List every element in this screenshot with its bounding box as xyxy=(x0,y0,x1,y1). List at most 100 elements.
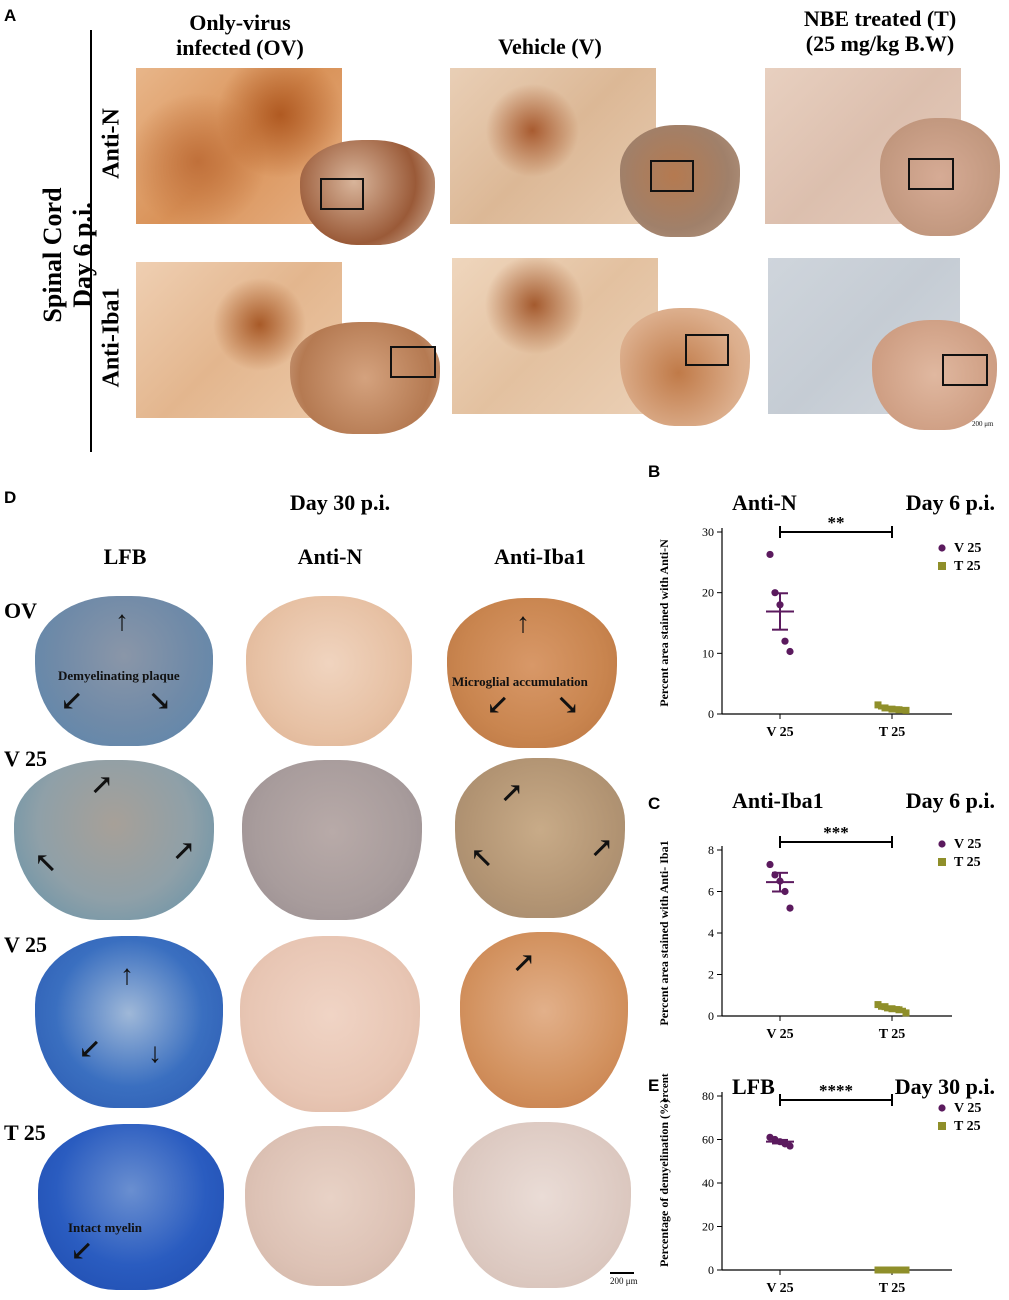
panel-d-row-v25-1: V 25 xyxy=(4,746,47,771)
y-tick-label: 8 xyxy=(708,843,714,857)
panel-b-label: B xyxy=(648,462,661,481)
annotation-demyelinating: Demyelinating plaque xyxy=(58,668,180,683)
inset-box-vehicle-anti-n xyxy=(650,160,694,192)
y-tick-label: 80 xyxy=(702,1089,714,1103)
section-v25-anti-iba1-1 xyxy=(455,758,625,918)
section-v25-anti-n-2 xyxy=(240,936,420,1112)
col-header-ov: Only-virus infected (OV) xyxy=(140,10,340,60)
arrow-icon: ↖ xyxy=(470,843,494,874)
panel-a-divider xyxy=(90,30,92,452)
section-ov-anti-iba1-d30 xyxy=(447,598,617,748)
data-point-v25 xyxy=(786,647,794,656)
legend-label: V 25 xyxy=(954,1101,981,1116)
inset-box-vehicle-anti-iba1 xyxy=(685,334,729,366)
significance-label: *** xyxy=(823,823,849,842)
legend-marker-v25 xyxy=(938,544,946,552)
x-tick-label: V 25 xyxy=(766,1027,793,1042)
panel-d-row-ov: OV xyxy=(4,598,37,623)
legend-marker-v25 xyxy=(938,840,946,848)
y-tick-label: 60 xyxy=(702,1133,714,1147)
panel-c-label: C xyxy=(648,794,661,813)
section-t25-anti-iba1 xyxy=(453,1122,631,1288)
y-tick-label: 40 xyxy=(702,1176,714,1190)
arrow-icon: ↙ xyxy=(78,1034,102,1065)
data-point-v25 xyxy=(786,904,794,912)
panel-d-row-t25: T 25 xyxy=(4,1120,46,1145)
legend-label: V 25 xyxy=(954,837,981,852)
y-tick-label: 20 xyxy=(702,586,714,600)
inset-box-ov-anti-n xyxy=(320,178,364,210)
micrograph-vehicle-anti-n xyxy=(450,68,656,224)
panel-d-label: D xyxy=(4,488,17,507)
row-label-anti-iba1-text: Anti-Iba1 xyxy=(98,287,125,388)
annotation-intact: Intact myelin xyxy=(68,1220,143,1235)
section-nbe-anti-iba1 xyxy=(872,320,997,430)
arrow-icon: ↙ xyxy=(70,1236,94,1267)
col-header-vehicle: Vehicle (V) xyxy=(450,34,650,59)
chart-b: Anti-N Day 6 p.i. Percent area stained wit… xyxy=(657,490,995,740)
arrow-icon: ↗ xyxy=(90,770,114,801)
chart-subtitle: Day 6 p.i. xyxy=(906,490,995,515)
row-label-anti-iba1: Anti-Iba1 xyxy=(92,262,132,418)
legend-label: T 25 xyxy=(954,559,981,574)
row-label-anti-n-text: Anti-N xyxy=(98,108,125,179)
chart-title: Anti-Iba1 xyxy=(732,788,824,813)
data-point-t25 xyxy=(902,1009,910,1017)
y-tick-label: 0 xyxy=(708,707,714,721)
panel-d-col-anti-n: Anti-N xyxy=(297,544,363,569)
section-t25-lfb xyxy=(38,1124,224,1290)
chart-e: LFB Day 30 p.i. Percentage of demyelinatio… xyxy=(657,1073,995,1296)
section-v25-anti-iba1-2 xyxy=(460,932,628,1108)
y-axis-label: Percent area stained with Anti-N xyxy=(657,539,671,707)
section-ov-anti-n xyxy=(300,140,435,245)
section-v25-anti-n-1 xyxy=(242,760,422,920)
chart-subtitle: Day 6 p.i. xyxy=(906,788,995,813)
arrow-icon: ↙ xyxy=(60,686,84,717)
legend-label: T 25 xyxy=(954,855,981,870)
section-ov-lfb xyxy=(35,596,213,746)
chart-title: LFB xyxy=(732,1074,775,1099)
legend-marker-t25 xyxy=(938,1122,946,1130)
arrow-icon: ↑ xyxy=(120,960,134,991)
data-point-v25 xyxy=(766,550,774,559)
data-point-t25 xyxy=(874,1001,882,1009)
legend-marker-t25 xyxy=(938,562,946,570)
annotation-microglial: Microglial accumulation xyxy=(452,674,588,689)
y-tick-label: 10 xyxy=(702,646,714,660)
inset-box-nbe-anti-iba1 xyxy=(942,354,988,386)
section-vehicle-anti-n xyxy=(620,125,740,237)
chart-c: Anti-Iba1 Day 6 p.i. Percent area stained … xyxy=(657,788,995,1042)
y-tick-label: 20 xyxy=(702,1220,714,1234)
section-ov-anti-n-d30 xyxy=(246,596,412,746)
col-header-ov-line2: infected (OV) xyxy=(176,35,304,60)
legend-label: T 25 xyxy=(954,1119,981,1134)
y-tick-label: 2 xyxy=(708,968,714,982)
panel-d-title: Day 30 p.i. xyxy=(289,490,391,515)
x-tick-label: T 25 xyxy=(879,725,906,740)
panel-d-col-anti-iba1: Anti-Iba1 xyxy=(494,544,586,569)
y-tick-label: 6 xyxy=(708,885,714,899)
x-tick-label: T 25 xyxy=(879,1027,906,1042)
inset-box-nbe-anti-n xyxy=(908,158,954,190)
arrow-icon: ↙ xyxy=(486,690,510,721)
chart-subtitle: Day 30 p.i. xyxy=(895,1074,995,1099)
data-point-t25 xyxy=(902,706,910,714)
panel-d-scale-bar: 200 μm xyxy=(610,1276,638,1286)
data-point-v25 xyxy=(781,637,789,645)
arrow-icon: ↗ xyxy=(500,778,524,809)
arrow-icon: ↗ xyxy=(512,948,536,979)
side-title-line-1: Spinal Cord xyxy=(38,187,67,323)
x-tick-label: T 25 xyxy=(879,1281,906,1296)
section-v25-lfb-2 xyxy=(35,936,223,1108)
arrow-icon: ↑ xyxy=(115,606,129,637)
chart-title: Anti-N xyxy=(732,490,797,515)
section-vehicle-anti-iba1 xyxy=(620,308,750,426)
y-tick-label: 0 xyxy=(708,1009,714,1023)
legend-marker-t25 xyxy=(938,858,946,866)
panel-d-col-lfb: LFB xyxy=(103,544,147,569)
y-axis-label-overlap: ercent xyxy=(659,1073,671,1102)
col-header-nbe-line1: NBE treated (T) xyxy=(803,6,957,31)
y-tick-label: 30 xyxy=(702,525,714,539)
section-ov-anti-iba1 xyxy=(290,322,440,434)
data-point-v25 xyxy=(786,1142,794,1150)
